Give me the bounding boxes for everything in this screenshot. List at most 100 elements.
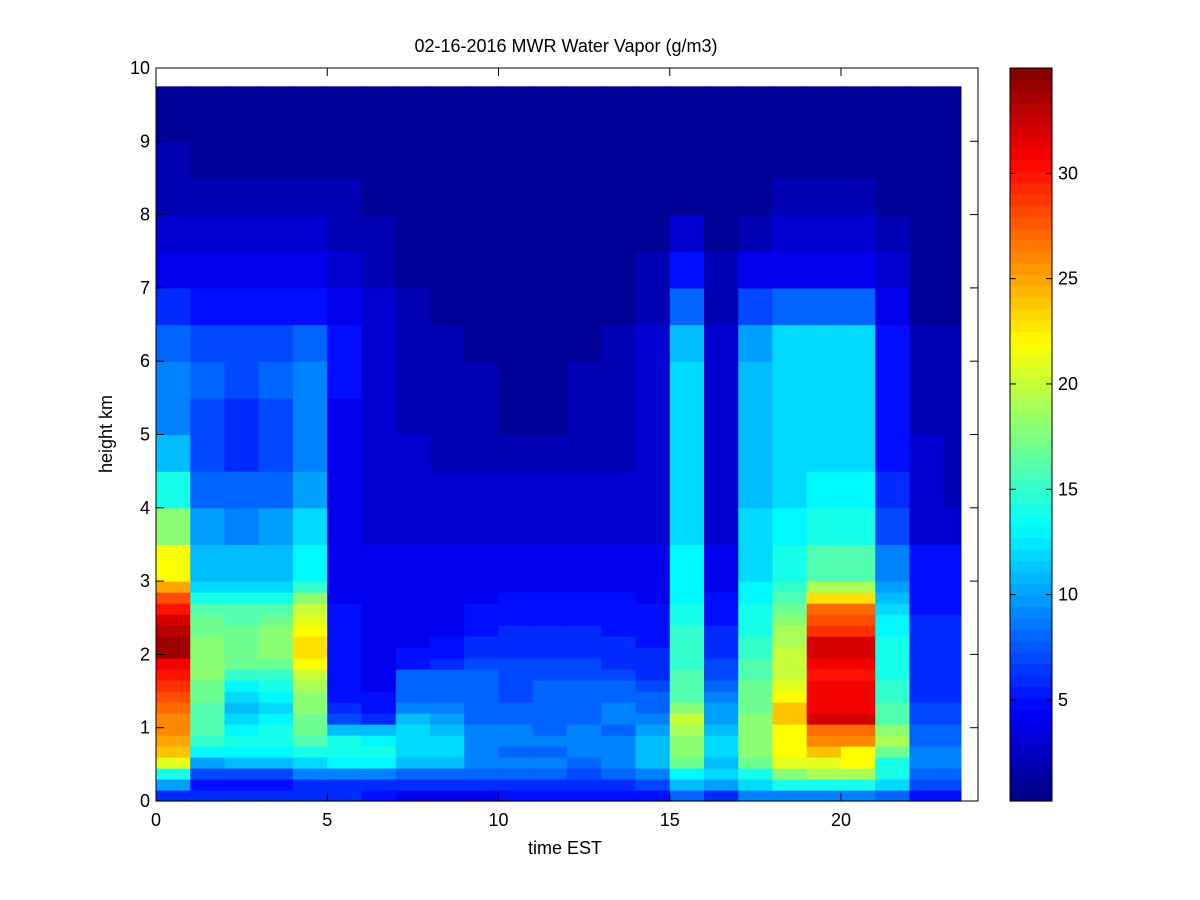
heatmap-cell (909, 669, 945, 681)
heatmap-cell (532, 713, 568, 725)
colorbar-swatch (1010, 434, 1052, 447)
heatmap-cell (943, 251, 962, 289)
heatmap-cell (601, 544, 637, 582)
heatmap-cell (464, 735, 500, 747)
heatmap-cell (224, 746, 260, 758)
heatmap-cell (293, 251, 328, 289)
heatmap-cell (875, 757, 911, 769)
heatmap-cell (224, 658, 260, 670)
y-tick-labels: 0 1 2 3 4 5 6 7 8 9 10 (130, 58, 150, 811)
heatmap-cell (875, 86, 911, 106)
heatmap-cell (704, 669, 739, 681)
heatmap-cell (464, 779, 500, 791)
heatmap-cell (224, 434, 260, 472)
heatmap-cell (464, 647, 500, 659)
heatmap-cell (738, 614, 774, 626)
heatmap-cell (395, 614, 431, 626)
heatmap-cell (293, 680, 328, 692)
heatmap-cell (464, 614, 500, 626)
heatmap-cell (498, 581, 534, 593)
colorbar-swatch (1010, 228, 1052, 241)
colorbar-swatch (1010, 308, 1052, 321)
heatmap-cell (669, 636, 705, 648)
colorbar-swatch (1010, 90, 1052, 103)
heatmap-cell (293, 214, 328, 252)
heatmap-cell (601, 324, 637, 362)
heatmap-cell (190, 104, 226, 142)
heatmap-cell (532, 790, 568, 802)
heatmap-cell (635, 680, 671, 692)
heatmap-cell (395, 757, 431, 769)
heatmap-cell (395, 397, 431, 436)
heatmap-cell (430, 603, 465, 615)
heatmap-cell (327, 507, 363, 546)
colorbar-swatch (1010, 537, 1052, 550)
heatmap-cell (909, 724, 945, 736)
heatmap-cell (806, 177, 842, 216)
heatmap-cell (704, 647, 739, 659)
heatmap-cell (430, 680, 465, 692)
heatmap-cell (704, 757, 739, 769)
heatmap-cell (464, 471, 500, 509)
heatmap-cell (293, 636, 328, 648)
colorbar-swatch (1010, 205, 1052, 218)
heatmap-cell (224, 177, 260, 216)
heatmap-cell (327, 614, 363, 626)
heatmap-cell (841, 603, 876, 615)
heatmap-cell (738, 735, 774, 747)
heatmap-cell (430, 177, 465, 216)
heatmap-cell (875, 702, 911, 714)
heatmap-cell (601, 104, 637, 142)
heatmap-cell (464, 691, 500, 703)
heatmap-cell (875, 251, 911, 289)
heatmap-cell (361, 724, 397, 736)
colorbar-tick-label: 15 (1058, 479, 1078, 499)
heatmap-cell (772, 680, 808, 692)
colorbar-swatch (1010, 251, 1052, 264)
heatmap-cell (635, 471, 671, 509)
heatmap-cell (498, 702, 534, 714)
heatmap-cell (772, 691, 808, 703)
heatmap-cell (224, 471, 260, 509)
heatmap-cell (943, 86, 962, 106)
heatmap-cell (669, 658, 705, 670)
heatmap-cell (395, 324, 431, 362)
heatmap-cell (635, 757, 671, 769)
heatmap-cell (190, 214, 226, 252)
heatmap-cell (395, 544, 431, 582)
heatmap-cell (532, 214, 568, 252)
heatmap-cell (327, 625, 363, 637)
heatmap-cell (806, 361, 842, 399)
heatmap-cell (224, 592, 260, 604)
heatmap-cell (430, 324, 465, 362)
heatmap-cell (806, 507, 842, 546)
heatmap-cell (567, 680, 602, 692)
heatmap-cell (841, 592, 876, 604)
heatmap-cell (738, 724, 774, 736)
heatmap-cell (156, 104, 191, 142)
heatmap-cell (532, 691, 568, 703)
heatmap-cell (738, 790, 774, 802)
heatmap-cell (806, 251, 842, 289)
x-tick-label: 0 (151, 810, 161, 830)
heatmap-cell (464, 434, 500, 472)
heatmap-cell (943, 544, 962, 582)
heatmap-cell (841, 177, 876, 216)
colorbar-swatch (1010, 766, 1052, 779)
heatmap-cell (567, 544, 602, 582)
heatmap-cell (156, 691, 191, 703)
heatmap-cell (395, 251, 431, 289)
heatmap-cell (772, 702, 808, 714)
heatmap-cell (841, 581, 876, 593)
heatmap-cell (738, 592, 774, 604)
heatmap-cell (841, 86, 876, 106)
colorbar-swatch (1010, 549, 1052, 562)
heatmap-cell (293, 104, 328, 142)
heatmap-cell (190, 86, 226, 106)
colorbar-swatch (1010, 193, 1052, 207)
heatmap-cell (635, 141, 671, 179)
heatmap-cell (875, 779, 911, 791)
heatmap-cell (635, 724, 671, 736)
heatmap-cell (772, 724, 808, 736)
heatmap-cell (567, 361, 602, 399)
